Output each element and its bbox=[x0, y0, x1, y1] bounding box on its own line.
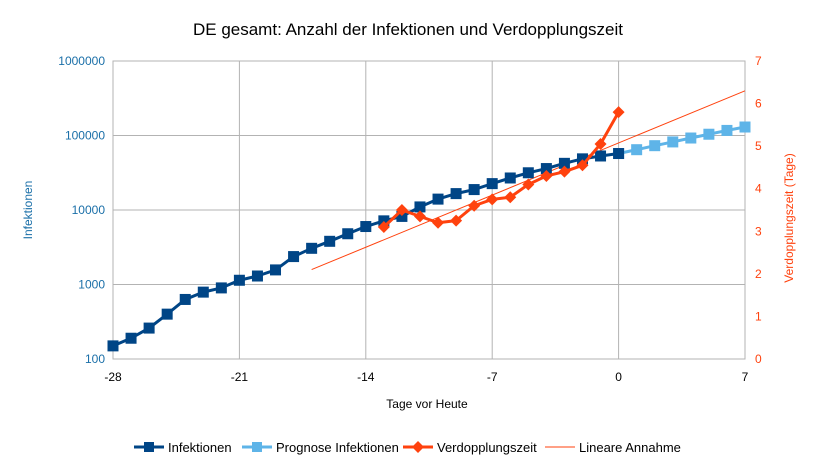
data-point-infektionen bbox=[360, 221, 372, 233]
data-point-infektionen bbox=[414, 201, 426, 213]
data-point-infektionen bbox=[324, 235, 336, 247]
legend-label: Lineare Annahme bbox=[579, 440, 681, 455]
x-tick-label: -14 bbox=[357, 370, 375, 384]
y-right-tick-label: 1 bbox=[755, 309, 762, 323]
legend-swatch-marker bbox=[252, 442, 262, 452]
x-tick-label: -28 bbox=[104, 370, 122, 384]
chart-title: DE gesamt: Anzahl der Infektionen und Ve… bbox=[193, 20, 623, 39]
legend-swatch-marker bbox=[412, 441, 424, 453]
data-point-verdopplungszeit bbox=[432, 216, 445, 229]
data-point-prognose-infektionen bbox=[649, 140, 661, 152]
data-point-verdopplungszeit bbox=[594, 138, 607, 151]
data-point-verdopplungszeit bbox=[413, 210, 426, 223]
data-point-verdopplungszeit bbox=[377, 221, 390, 234]
legend-label: Verdopplungszeit bbox=[437, 440, 537, 455]
data-point-verdopplungszeit bbox=[450, 214, 463, 227]
data-point-verdopplungszeit bbox=[612, 106, 625, 119]
data-point-infektionen bbox=[595, 150, 607, 162]
y-left-tick-label: 100000 bbox=[65, 129, 105, 143]
data-point-infektionen bbox=[540, 163, 552, 175]
y-left-axis-title: Infektionen bbox=[21, 181, 35, 240]
data-point-infektionen bbox=[251, 270, 263, 282]
series-layer bbox=[107, 90, 751, 352]
legend-label: Prognose Infektionen bbox=[276, 440, 399, 455]
data-point-verdopplungszeit bbox=[486, 193, 499, 206]
y-right-axis-ticks: 0 1 2 3 4 5 6 7 bbox=[755, 54, 762, 366]
x-tick-label: -7 bbox=[487, 370, 498, 384]
data-point-infektionen bbox=[270, 264, 282, 276]
y-right-tick-label: 7 bbox=[755, 54, 762, 68]
x-axis-title: Tage vor Heute bbox=[386, 397, 468, 411]
y-right-tick-label: 4 bbox=[755, 182, 762, 196]
legend-item-verdopplungszeit: Verdopplungszeit bbox=[403, 440, 537, 455]
data-point-infektionen bbox=[288, 251, 300, 263]
data-point-prognose-infektionen bbox=[631, 144, 643, 156]
x-tick-label: 0 bbox=[615, 370, 622, 384]
y-right-tick-label: 6 bbox=[755, 97, 762, 111]
data-point-infektionen bbox=[179, 293, 191, 305]
y-left-tick-label: 10000 bbox=[72, 203, 106, 217]
data-point-infektionen bbox=[396, 210, 408, 222]
series-verdopplungszeit bbox=[377, 106, 625, 234]
data-point-verdopplungszeit bbox=[468, 199, 481, 212]
data-point-verdopplungszeit bbox=[504, 191, 517, 204]
series-infektionen bbox=[107, 148, 625, 352]
y-left-tick-label: 1000 bbox=[78, 278, 105, 292]
legend: Infektionen Prognose Infektionen Verdopplu… bbox=[134, 440, 681, 455]
legend-item-infektionen: Infektionen bbox=[134, 440, 232, 455]
plot-border bbox=[112, 60, 746, 360]
data-point-infektionen bbox=[125, 332, 137, 344]
data-point-infektionen bbox=[450, 188, 462, 200]
data-point-infektionen bbox=[233, 274, 245, 286]
legend-item-prognose-infektionen: Prognose Infektionen bbox=[242, 440, 399, 455]
data-point-infektionen bbox=[378, 215, 390, 227]
x-tick-label: -21 bbox=[231, 370, 249, 384]
legend-swatch-marker bbox=[144, 442, 154, 452]
data-point-prognose-infektionen bbox=[703, 128, 715, 140]
y-left-tick-label: 100 bbox=[85, 352, 105, 366]
data-point-infektionen bbox=[576, 153, 588, 165]
y-right-tick-label: 3 bbox=[755, 224, 762, 238]
data-point-prognose-infektionen bbox=[685, 132, 697, 144]
x-axis-ticks: -28 -21 -14 -7 0 7 bbox=[104, 370, 748, 384]
data-point-infektionen bbox=[161, 308, 173, 320]
data-point-infektionen bbox=[558, 157, 570, 169]
x-tick-label: 7 bbox=[742, 370, 749, 384]
data-point-verdopplungszeit bbox=[522, 178, 535, 191]
data-point-infektionen bbox=[107, 340, 119, 352]
y-left-axis-ticks: 100 1000 10000 100000 1000000 bbox=[58, 54, 105, 366]
y-left-tick-label: 1000000 bbox=[58, 54, 105, 68]
data-point-infektionen bbox=[613, 148, 625, 160]
data-point-infektionen bbox=[306, 242, 318, 254]
legend-label: Infektionen bbox=[168, 440, 232, 455]
data-point-infektionen bbox=[486, 178, 498, 190]
data-point-verdopplungszeit bbox=[576, 159, 589, 172]
y-right-axis-title: Verdopplungszeit (Tage) bbox=[782, 153, 796, 282]
y-right-tick-label: 5 bbox=[755, 139, 762, 153]
data-point-infektionen bbox=[143, 322, 155, 334]
data-point-infektionen bbox=[197, 286, 209, 298]
data-point-infektionen bbox=[522, 167, 534, 179]
legend-item-lineare-annahme: Lineare Annahme bbox=[545, 440, 681, 455]
data-point-infektionen bbox=[504, 172, 516, 184]
data-point-infektionen bbox=[342, 228, 354, 240]
data-point-verdopplungszeit bbox=[395, 204, 408, 216]
data-point-infektionen bbox=[215, 282, 227, 294]
data-point-verdopplungszeit bbox=[558, 165, 571, 178]
y-right-tick-label: 0 bbox=[755, 352, 762, 366]
y-right-tick-label: 2 bbox=[755, 267, 762, 281]
data-point-infektionen bbox=[432, 193, 444, 205]
data-point-verdopplungszeit bbox=[540, 169, 553, 182]
data-point-prognose-infektionen bbox=[667, 136, 679, 148]
data-point-prognose-infektionen bbox=[721, 124, 733, 136]
data-point-infektionen bbox=[468, 184, 480, 196]
data-point-prognose-infektionen bbox=[739, 121, 751, 133]
